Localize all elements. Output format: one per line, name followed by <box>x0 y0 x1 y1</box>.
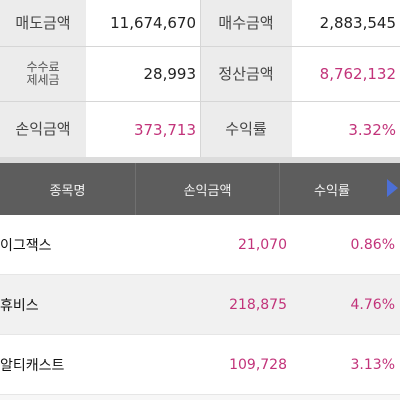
holdings-table: 이그잭스 21,070 0.86% 휴비스 218,875 4.76% 알티캐스… <box>0 215 400 395</box>
summary-divider <box>200 0 201 157</box>
settlement-amount-label: 정산금액 <box>200 47 292 101</box>
fee-label: 수수료 <box>26 59 60 74</box>
stock-name: 알티캐스트 <box>0 358 65 374</box>
buy-amount-label: 매수금액 <box>200 0 292 46</box>
table-row[interactable]: 알티캐스트 109,728 3.13% <box>0 335 400 395</box>
tax-label: 제세금 <box>26 73 60 87</box>
fee-tax-label: 수수료 제세금 <box>0 47 86 101</box>
table-row[interactable]: 휴비스 218,875 4.76% <box>0 275 400 335</box>
stock-profit: 218,875 <box>229 297 287 313</box>
buy-amount-value: 2,883,545 <box>292 0 400 46</box>
section-divider <box>0 157 400 163</box>
sell-amount-label: 매도금액 <box>0 0 86 46</box>
sell-amount-value: 11,674,670 <box>86 0 200 46</box>
return-rate-value: 3.32% <box>292 102 400 157</box>
profit-amount-value: 373,713 <box>86 102 200 157</box>
table-header: 종목명 손익금액 수익률 <box>0 163 400 215</box>
settlement-amount-value: 8,762,132 <box>292 47 400 101</box>
stock-name: 휴비스 <box>0 298 39 314</box>
fee-tax-value: 28,993 <box>86 47 200 101</box>
stock-profit: 21,070 <box>238 237 287 253</box>
profit-amount-label: 손익금액 <box>0 102 86 157</box>
header-separator <box>135 163 136 215</box>
column-header-name[interactable]: 종목명 <box>49 183 86 199</box>
header-separator <box>279 163 280 215</box>
stock-return-rate: 4.76% <box>350 297 395 313</box>
stock-return-rate: 3.13% <box>350 357 395 373</box>
stock-profit: 109,728 <box>229 357 287 373</box>
summary-panel: 매도금액 11,674,670 매수금액 2,883,545 수수료 제세금 2… <box>0 0 400 157</box>
stock-name: 이그잭스 <box>0 238 52 254</box>
column-header-profit[interactable]: 손익금액 <box>183 183 232 199</box>
column-header-rate[interactable]: 수익률 <box>314 183 350 199</box>
table-row[interactable]: 이그잭스 21,070 0.86% <box>0 215 400 275</box>
scroll-right-arrow-icon[interactable] <box>387 179 398 197</box>
stock-return-rate: 0.86% <box>350 237 395 253</box>
return-rate-label: 수익률 <box>200 102 292 157</box>
